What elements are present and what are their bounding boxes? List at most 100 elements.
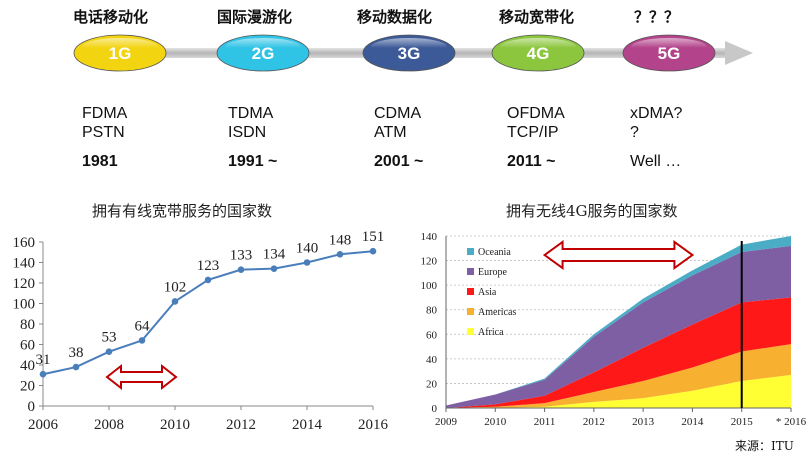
data-label: 140 (296, 241, 319, 257)
x-tick-label: 2014 (681, 416, 704, 428)
gen-1-pill-gloss (82, 38, 158, 56)
x-tick-label: 2013 (632, 416, 655, 428)
area-americas (446, 344, 791, 408)
x-tick-label: 2010 (484, 416, 507, 428)
timeline-graphic: 1G 2G 3G 4G 5G (73, 34, 753, 72)
data-label: 134 (263, 247, 286, 263)
y-tick-label: 100 (13, 297, 36, 313)
legend-label-americas: Americas (478, 307, 516, 318)
source-note: 来源：ITU (735, 439, 794, 453)
y-tick-label: 80 (20, 317, 35, 333)
x-tick-label: 2012 (226, 417, 256, 433)
gen-5-badge: 5G (658, 44, 681, 63)
gen-1-title: 电话移动化 (73, 8, 149, 26)
y-tick-label: 80 (426, 305, 438, 317)
y-tick-label: 120 (13, 276, 36, 292)
gen-3-pill-gloss (371, 38, 447, 56)
legend-swatch-africa (467, 328, 474, 335)
y-tick-label: 160 (13, 235, 36, 251)
data-label: 53 (102, 330, 117, 346)
data-point (204, 276, 212, 284)
area-africa (446, 374, 791, 408)
gen-2-badge: 2G (252, 44, 275, 63)
gen-1-badge: 1G (109, 44, 132, 63)
x-tick-label: * 2016 (776, 416, 807, 428)
y-tick-label: 0 (28, 399, 36, 415)
legend-swatch-asia (467, 288, 474, 295)
area-asia (446, 297, 791, 408)
gen-2-title: 国际漫游化 (217, 8, 293, 26)
x-tick-label: 2011 (534, 416, 556, 428)
gen-5-pill-gloss (631, 38, 707, 56)
legend-swatch-europe (467, 268, 474, 275)
x-tick-label: 2009 (435, 416, 458, 428)
y-tick-label: 100 (421, 280, 438, 292)
gen-3-tech: CDMA ATM (374, 105, 422, 141)
x-tick-label: 2014 (292, 417, 323, 433)
gen-1-year: 1981 (82, 153, 118, 170)
data-point (72, 363, 80, 371)
gen-4-pill-gloss (500, 38, 576, 56)
gen-3-year: 2001 ~ (374, 153, 424, 170)
gen-2-year: 1991 ~ (228, 153, 278, 170)
timeline-arrow-head (725, 41, 753, 65)
y-tick-label: 60 (426, 329, 438, 341)
y-tick-label: 20 (20, 379, 35, 395)
data-point (237, 266, 245, 273)
legend-label-africa: Africa (478, 327, 504, 338)
y-tick-label: 140 (421, 231, 438, 243)
gen-4-title: 移动宽带化 (499, 8, 575, 26)
gen-1-tech: FDMA PSTN (82, 105, 128, 141)
wireless-4g-area-chart: 0 20 40 60 80 100 120 140 2009 2010 2011 2012 2013 20… (421, 231, 807, 428)
legend-swatch-americas (467, 308, 474, 315)
x-tick-label: 2010 (160, 417, 190, 433)
y-tick-label: 20 (426, 378, 438, 390)
data-label: 38 (69, 345, 84, 361)
data-label: 151 (362, 229, 385, 245)
gen-4-year: 2011 ~ (507, 153, 556, 170)
legend-label-europe: Europe (478, 267, 507, 278)
gen-3-title: 移动数据化 (357, 8, 433, 26)
double-arrow-annotation (542, 240, 695, 270)
x-tick-label: 2012 (583, 416, 605, 428)
data-label: 31 (36, 352, 51, 368)
x-tick-label: 2006 (28, 417, 59, 433)
data-point (270, 265, 278, 272)
double-arrow-annotation (105, 363, 178, 391)
y-tick-label: 0 (432, 403, 438, 415)
gen-2-tech: TDMA ISDN (228, 105, 274, 141)
data-label: 123 (197, 258, 220, 274)
x-tick-label: 2015 (731, 416, 754, 428)
data-label: 102 (164, 279, 187, 295)
data-label: 64 (135, 318, 151, 334)
data-point (138, 337, 146, 344)
y-tick-label: 40 (20, 358, 35, 374)
data-point (369, 247, 377, 255)
x-tick-label: 2016 (358, 417, 389, 433)
y-tick-label: 60 (20, 338, 35, 354)
area-europe (446, 245, 791, 408)
gen-2-pill-gloss (225, 38, 301, 56)
gen-4-badge: 4G (527, 44, 550, 63)
y-tick-label: 140 (13, 256, 36, 272)
legend-swatch-oceania (467, 248, 474, 255)
data-point (39, 370, 47, 378)
data-label: 148 (329, 232, 352, 248)
wired-chart-title: 拥有有线宽带服务的国家数 (92, 202, 273, 220)
wireless-chart-title: 拥有无线4G服务的国家数 (506, 202, 678, 220)
data-label: 133 (230, 248, 253, 264)
gen-5-year: Well … (630, 153, 682, 170)
wired-broadband-line-chart: 0 20 40 60 80 100 120 140 160 2006 2008 2010 2012 201… (13, 229, 389, 433)
gen-4-tech: OFDMA TCP/IP (507, 105, 565, 141)
legend-label-oceania: Oceania (478, 247, 511, 258)
data-point (336, 251, 344, 258)
y-tick-label: 120 (421, 256, 438, 268)
gen-3-badge: 3G (398, 44, 421, 63)
data-point (105, 348, 113, 355)
data-point (303, 259, 311, 266)
legend-label-asia: Asia (478, 287, 497, 298)
data-point (171, 298, 179, 305)
y-tick-label: 40 (426, 354, 438, 366)
x-tick-label: 2008 (94, 417, 124, 433)
gen-5-tech: xDMA? ? (630, 105, 683, 141)
